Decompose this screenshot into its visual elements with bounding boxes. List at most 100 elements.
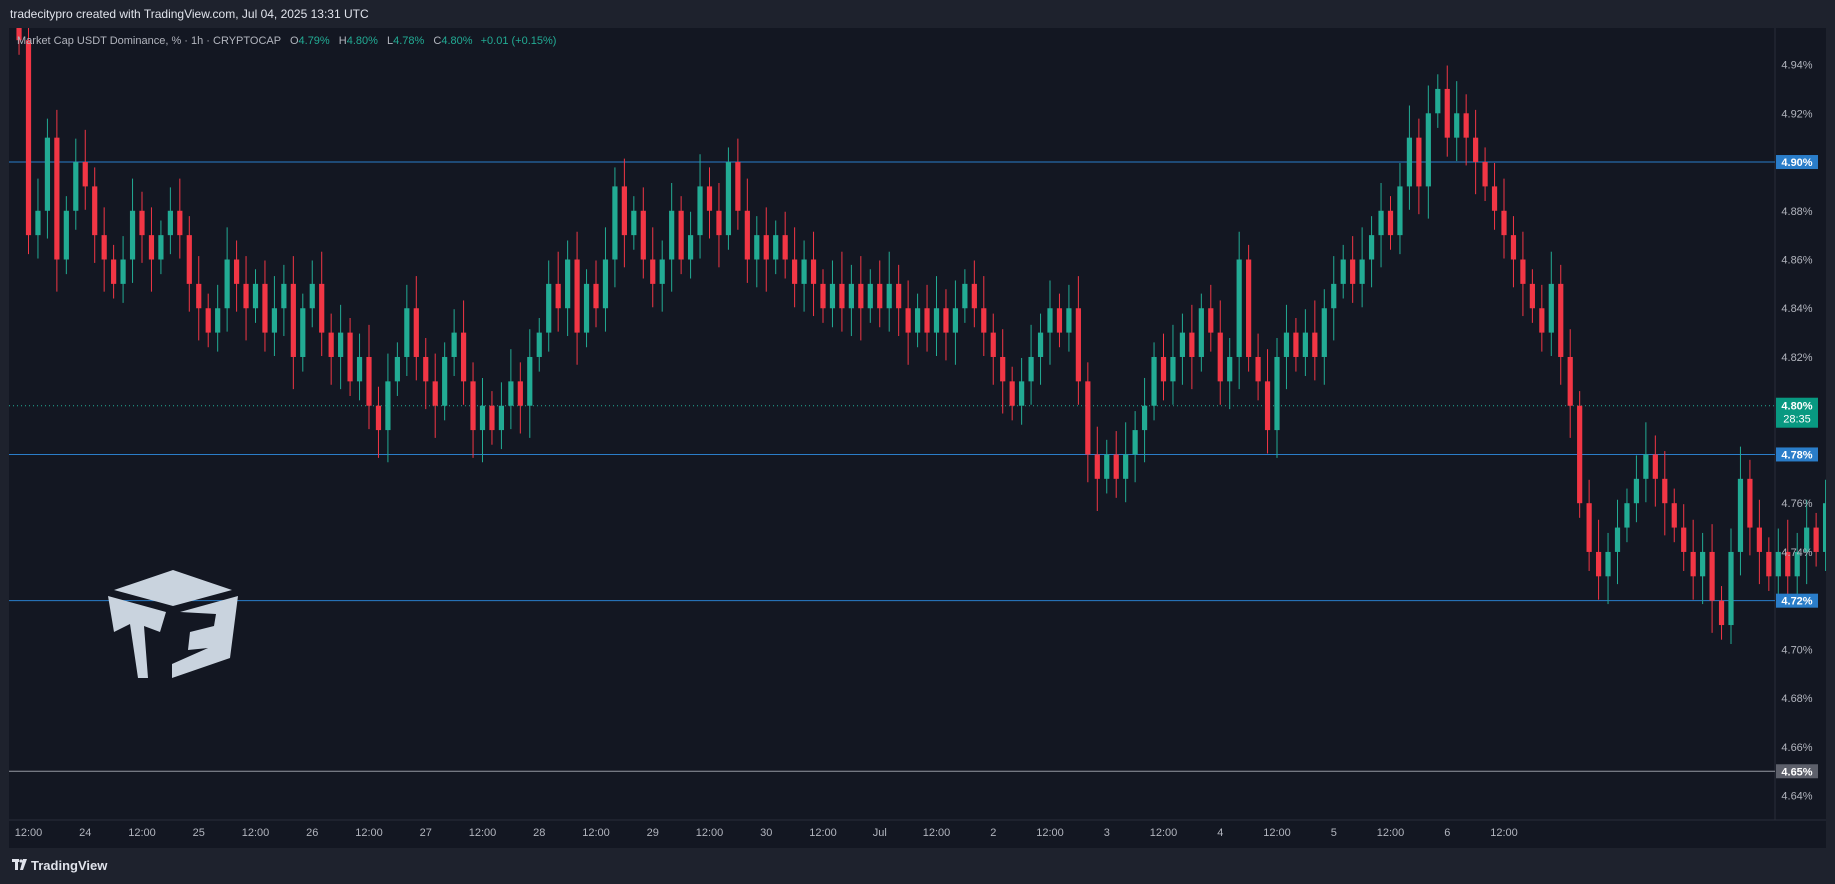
candle[interactable] xyxy=(1690,519,1696,600)
candle[interactable] xyxy=(281,264,287,337)
candle[interactable] xyxy=(914,293,921,348)
candle[interactable] xyxy=(271,276,278,357)
candle[interactable] xyxy=(442,342,448,421)
candle[interactable] xyxy=(375,386,382,458)
candle[interactable] xyxy=(1529,269,1535,323)
candle[interactable] xyxy=(1406,105,1413,210)
candle[interactable] xyxy=(555,251,561,332)
candle[interactable] xyxy=(782,211,788,279)
candle[interactable] xyxy=(73,138,79,230)
candle[interactable] xyxy=(44,118,51,239)
candle[interactable] xyxy=(1520,231,1526,317)
candle[interactable] xyxy=(763,207,769,292)
candle[interactable] xyxy=(1359,227,1365,308)
candle[interactable] xyxy=(120,236,126,303)
candle[interactable] xyxy=(1785,519,1791,600)
candle[interactable] xyxy=(962,269,968,323)
candle[interactable] xyxy=(706,167,713,239)
candle[interactable] xyxy=(148,207,155,292)
candle[interactable] xyxy=(479,377,486,463)
candle[interactable] xyxy=(725,147,732,250)
candle[interactable] xyxy=(1463,94,1469,166)
candle[interactable] xyxy=(347,317,353,396)
candle[interactable] xyxy=(896,264,902,337)
candle[interactable] xyxy=(1662,451,1668,536)
candle[interactable] xyxy=(1473,109,1479,195)
candle[interactable] xyxy=(905,280,911,365)
candle[interactable] xyxy=(404,284,410,376)
candle[interactable] xyxy=(1614,499,1621,585)
candle[interactable] xyxy=(593,260,599,328)
candle[interactable] xyxy=(810,231,817,317)
candle[interactable] xyxy=(1586,479,1592,571)
candle[interactable] xyxy=(1255,333,1261,401)
candle[interactable] xyxy=(1700,532,1706,605)
candle[interactable] xyxy=(1350,236,1356,303)
candle[interactable] xyxy=(1775,528,1781,596)
candle[interactable] xyxy=(1425,85,1431,219)
candle[interactable] xyxy=(1595,519,1602,600)
candle[interactable] xyxy=(1491,163,1498,230)
candle[interactable] xyxy=(1331,256,1337,341)
candle[interactable] xyxy=(35,178,41,259)
candle[interactable] xyxy=(536,317,542,372)
candle[interactable] xyxy=(205,293,211,348)
candle[interactable] xyxy=(1822,479,1826,571)
candle[interactable] xyxy=(1435,74,1441,128)
candle[interactable] xyxy=(1671,488,1677,543)
candle[interactable] xyxy=(385,353,391,463)
candle[interactable] xyxy=(1766,537,1772,591)
candle[interactable] xyxy=(1075,276,1081,405)
candle[interactable] xyxy=(1378,182,1384,268)
candle[interactable] xyxy=(1747,459,1753,556)
candle[interactable] xyxy=(971,260,977,328)
candle[interactable] xyxy=(1804,499,1810,585)
candle[interactable] xyxy=(1141,377,1148,463)
candle[interactable] xyxy=(1813,512,1819,567)
candle[interactable] xyxy=(1056,293,1063,348)
candle[interactable] xyxy=(612,167,618,288)
candle[interactable] xyxy=(829,260,836,328)
candle[interactable] xyxy=(423,337,429,410)
candle[interactable] xyxy=(527,329,533,438)
candle[interactable] xyxy=(460,300,467,405)
candle[interactable] xyxy=(1416,118,1422,215)
candle[interactable] xyxy=(631,196,637,250)
candle[interactable] xyxy=(877,260,883,328)
candle[interactable] xyxy=(1028,324,1034,405)
candle[interactable] xyxy=(754,216,760,288)
candle[interactable] xyxy=(82,129,88,210)
candle[interactable] xyxy=(1539,284,1545,352)
candle[interactable] xyxy=(640,187,646,279)
candle[interactable] xyxy=(1340,244,1346,299)
candle[interactable] xyxy=(1189,304,1195,390)
candle[interactable] xyxy=(1454,81,1460,162)
candle[interactable] xyxy=(470,362,476,458)
candle[interactable] xyxy=(1387,196,1394,250)
candle[interactable] xyxy=(1756,499,1762,585)
candle[interactable] xyxy=(309,260,315,328)
candle[interactable] xyxy=(1283,304,1290,390)
candle[interactable] xyxy=(1264,349,1271,454)
candle[interactable] xyxy=(54,109,60,292)
candle[interactable] xyxy=(196,256,202,341)
candle[interactable] xyxy=(1179,313,1186,385)
candle[interactable] xyxy=(517,362,523,434)
candle[interactable] xyxy=(735,138,741,230)
candle[interactable] xyxy=(1037,313,1044,385)
candle[interactable] xyxy=(328,313,334,385)
candle[interactable] xyxy=(101,207,107,292)
candle[interactable] xyxy=(16,28,22,55)
candle[interactable] xyxy=(773,220,779,275)
candle[interactable] xyxy=(1510,216,1517,288)
candle[interactable] xyxy=(508,349,514,430)
candle[interactable] xyxy=(413,276,419,381)
candle[interactable] xyxy=(801,240,807,312)
candle[interactable] xyxy=(583,269,590,348)
candle[interactable] xyxy=(1737,446,1744,576)
candle[interactable] xyxy=(290,256,296,390)
candle[interactable] xyxy=(243,256,249,341)
candle[interactable] xyxy=(366,324,372,430)
candle[interactable] xyxy=(262,260,268,352)
candlestick-chart[interactable]: 4.64% 4.66% 4.68% 4.70% 4.72% 4.74% 4.76% 4.78%… xyxy=(9,28,1826,848)
